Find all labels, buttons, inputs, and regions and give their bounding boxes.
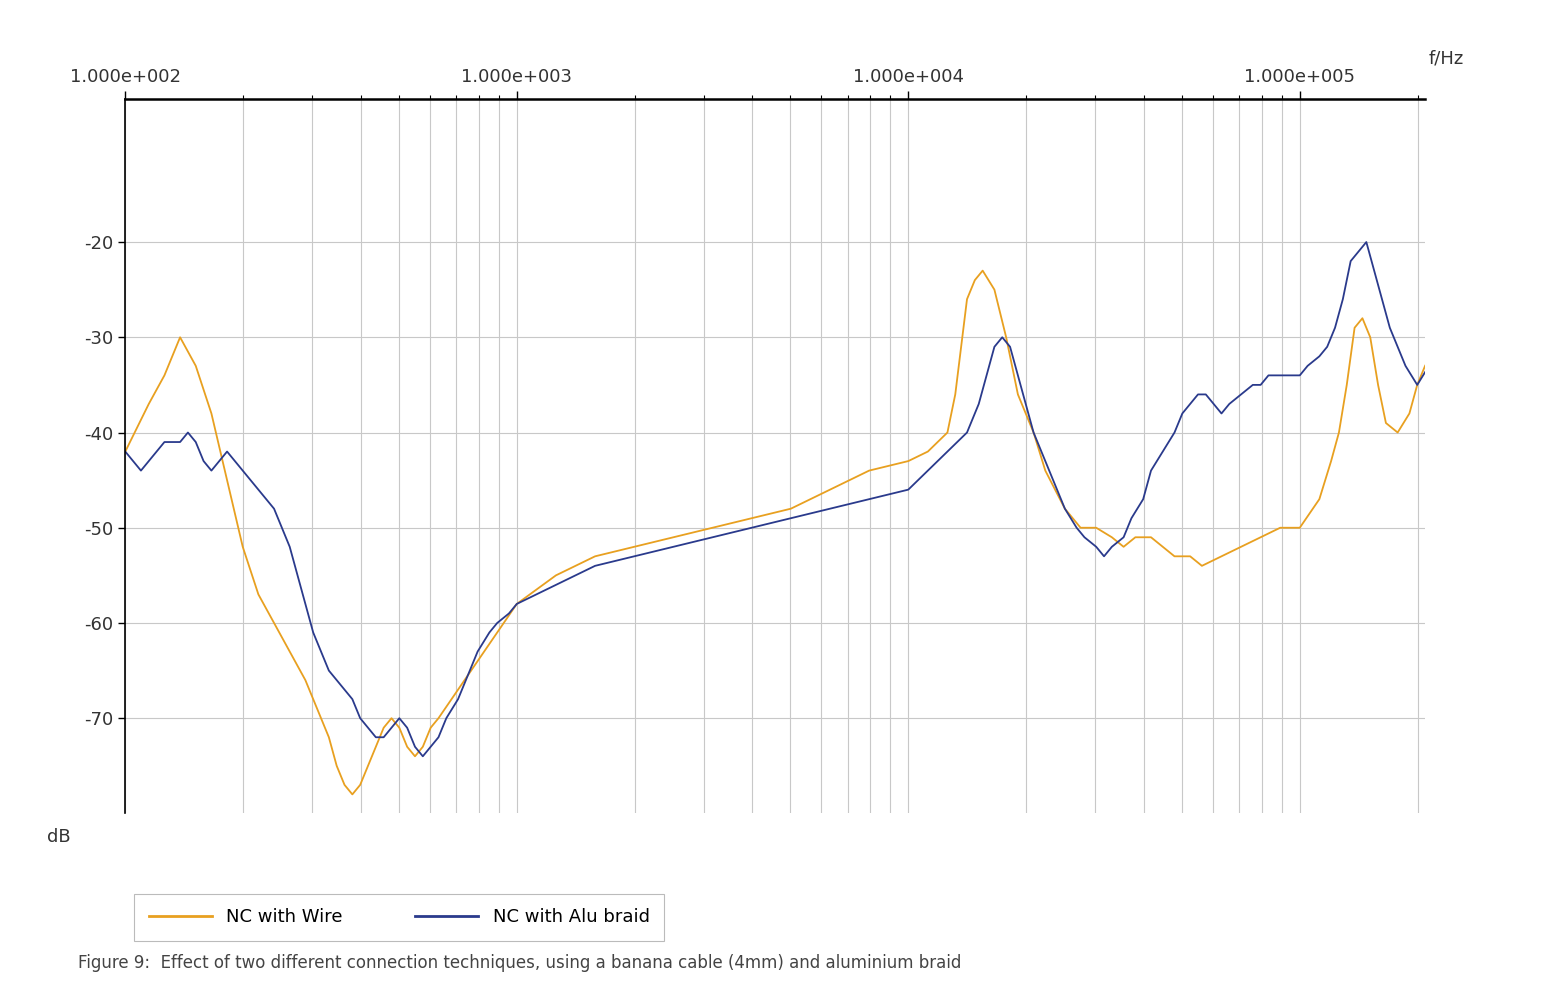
Text: Figure 9:  Effect of two different connection techniques, using a banana cable (: Figure 9: Effect of two different connec… (78, 954, 962, 972)
Line: NC with Alu braid: NC with Alu braid (125, 147, 1566, 756)
Text: dB: dB (47, 827, 70, 846)
NC with Alu braid (1506, 141, 1525, 153)
NC with Wire (413, 741, 432, 753)
NC with Wire (343, 789, 362, 801)
NC with Alu braid (479, 627, 498, 639)
Legend: NC with Wire, NC with Alu braid: NC with Wire, NC with Alu braid (135, 894, 664, 940)
NC with Alu braid (413, 750, 432, 762)
Line: NC with Wire: NC with Wire (125, 166, 1566, 795)
Text: f/Hz: f/Hz (1428, 49, 1464, 67)
NC with Wire (1439, 331, 1458, 343)
NC with Alu braid (938, 445, 957, 457)
NC with Wire (1212, 551, 1231, 562)
NC with Wire (1428, 341, 1447, 353)
NC with Wire (116, 445, 135, 457)
NC with Wire (1506, 350, 1525, 362)
NC with Alu braid (116, 445, 135, 457)
NC with Alu braid (1502, 151, 1521, 163)
